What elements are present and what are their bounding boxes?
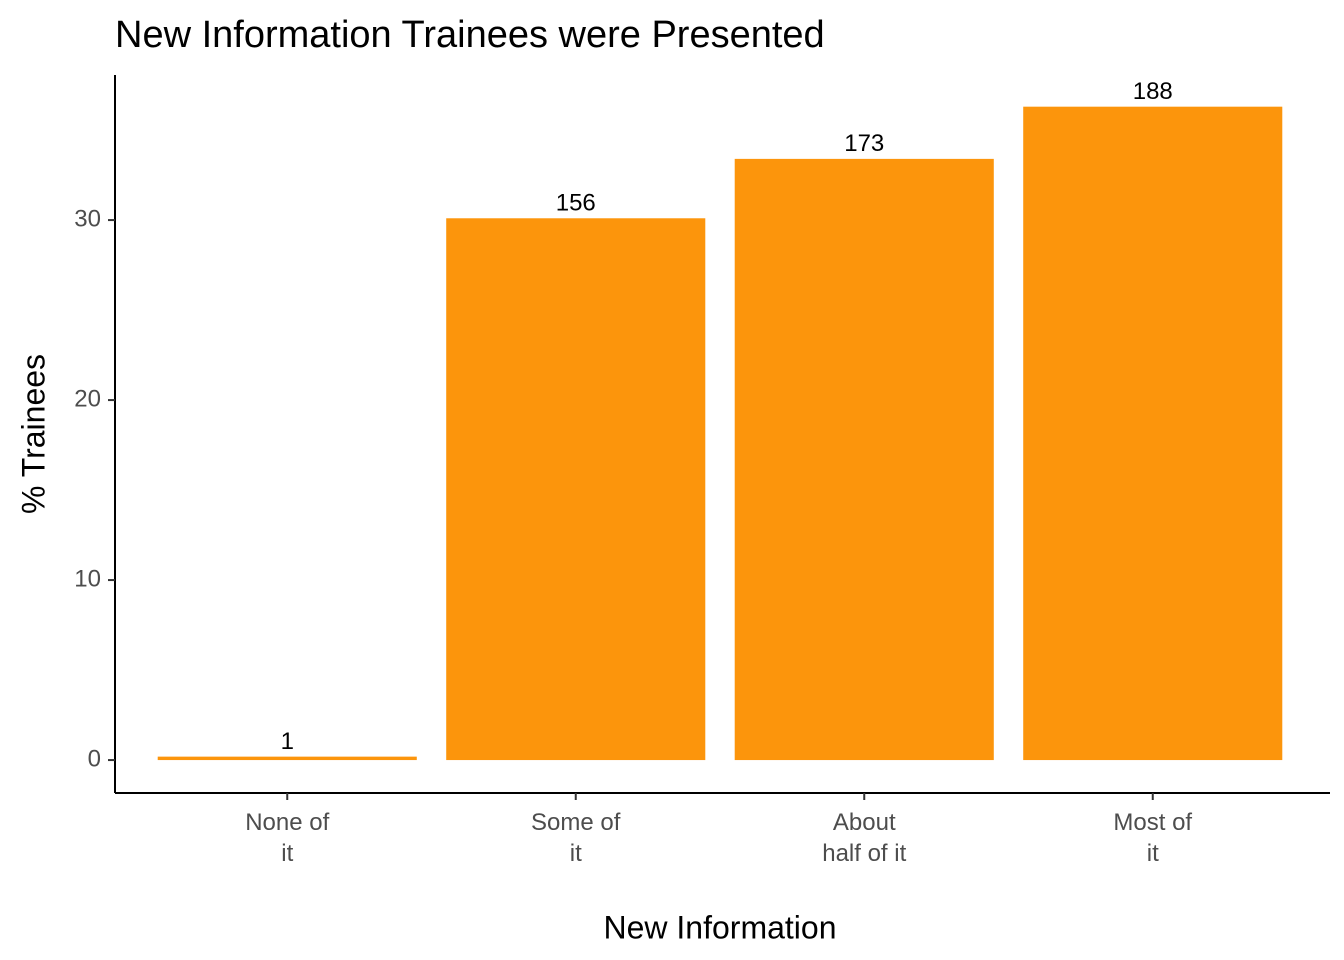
- data-label: 1: [281, 728, 294, 755]
- bar: [734, 158, 994, 761]
- y-tick-label: 20: [74, 385, 101, 412]
- y-tick-label: 10: [74, 565, 101, 592]
- bar: [157, 756, 417, 761]
- data-label: 173: [844, 130, 884, 157]
- data-label: 188: [1133, 78, 1173, 105]
- x-tick-label: None of it: [245, 809, 330, 867]
- x-tick-label: Some of it: [531, 809, 621, 867]
- bar: [446, 218, 706, 761]
- y-axis-title: % Trainees: [15, 354, 51, 514]
- y-tick-label: 30: [74, 205, 101, 232]
- bar: [1023, 106, 1283, 761]
- chart-title: New Information Trainees were Presented: [115, 14, 825, 56]
- y-tick-label: 0: [88, 745, 101, 772]
- x-tick-label: Most of it: [1113, 809, 1193, 867]
- x-tick-label: About half of it: [822, 809, 907, 867]
- data-label: 156: [556, 190, 596, 217]
- x-axis-title: New Information: [604, 909, 837, 945]
